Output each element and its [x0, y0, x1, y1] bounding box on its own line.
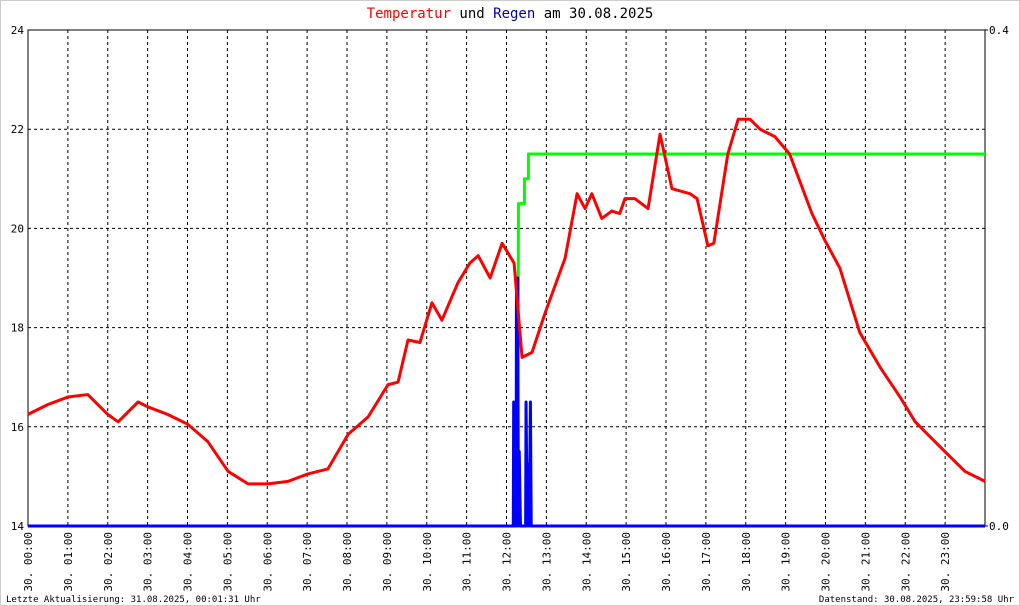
x-tick-label: 30. 10:00: [421, 532, 434, 592]
x-tick-label: 30. 03:00: [142, 532, 155, 592]
series-line: [28, 276, 985, 528]
title-temp: Temperatur: [367, 6, 451, 22]
x-tick-label: 30. 14:00: [580, 532, 593, 592]
title-regen: Regen: [493, 6, 535, 22]
x-tick-label: 30. 09:00: [381, 532, 394, 592]
footer-left: Letzte Aktualisierung: 31.08.2025, 00:01…: [6, 595, 261, 605]
x-tick-label: 30. 07:00: [301, 532, 314, 592]
x-tick-label: 30. 23:00: [939, 532, 952, 592]
x-tick-label: 30. 02:00: [102, 532, 115, 592]
x-tick-label: 30. 17:00: [700, 532, 713, 592]
x-tick-label: 30. 08:00: [341, 532, 354, 592]
x-tick-label: 30. 01:00: [62, 532, 75, 592]
x-tick-label: 30. 11:00: [461, 532, 474, 592]
title-rest: am 30.08.2025: [544, 6, 654, 22]
title-und: und: [459, 6, 484, 22]
y2-tick-label: 0.0: [989, 520, 1009, 533]
y-tick-label: 14: [11, 520, 25, 533]
x-tick-label: 30. 22:00: [899, 532, 912, 592]
x-tick-label: 30. 12:00: [501, 532, 514, 592]
footer-right: Datenstand: 30.08.2025, 23:59:58 Uhr: [819, 595, 1015, 605]
y-tick-label: 18: [11, 322, 24, 335]
x-tick-label: 30. 15:00: [620, 532, 633, 592]
x-tick-label: 30. 18:00: [740, 532, 753, 592]
x-tick-label: 30. 21:00: [859, 532, 872, 592]
y-tick-label: 24: [11, 24, 25, 37]
x-tick-label: 30. 13:00: [540, 532, 553, 592]
x-tick-label: 30. 00:00: [22, 532, 35, 592]
x-tick-label: 30. 16:00: [660, 532, 673, 592]
x-tick-label: 30. 20:00: [820, 532, 833, 592]
x-tick-label: 30. 06:00: [261, 532, 274, 592]
x-tick-label: 30. 05:00: [221, 532, 234, 592]
chart-title: Temperatur und Regen am 30.08.2025: [367, 6, 654, 22]
x-tick-label: 30. 19:00: [780, 532, 793, 592]
y-tick-label: 20: [11, 222, 24, 235]
y-tick-label: 22: [11, 123, 24, 136]
y-tick-label: 16: [11, 421, 24, 434]
x-tick-label: 30. 04:00: [182, 532, 195, 592]
series-line: [27, 117, 986, 486]
y2-tick-label: 0.4: [989, 24, 1009, 37]
